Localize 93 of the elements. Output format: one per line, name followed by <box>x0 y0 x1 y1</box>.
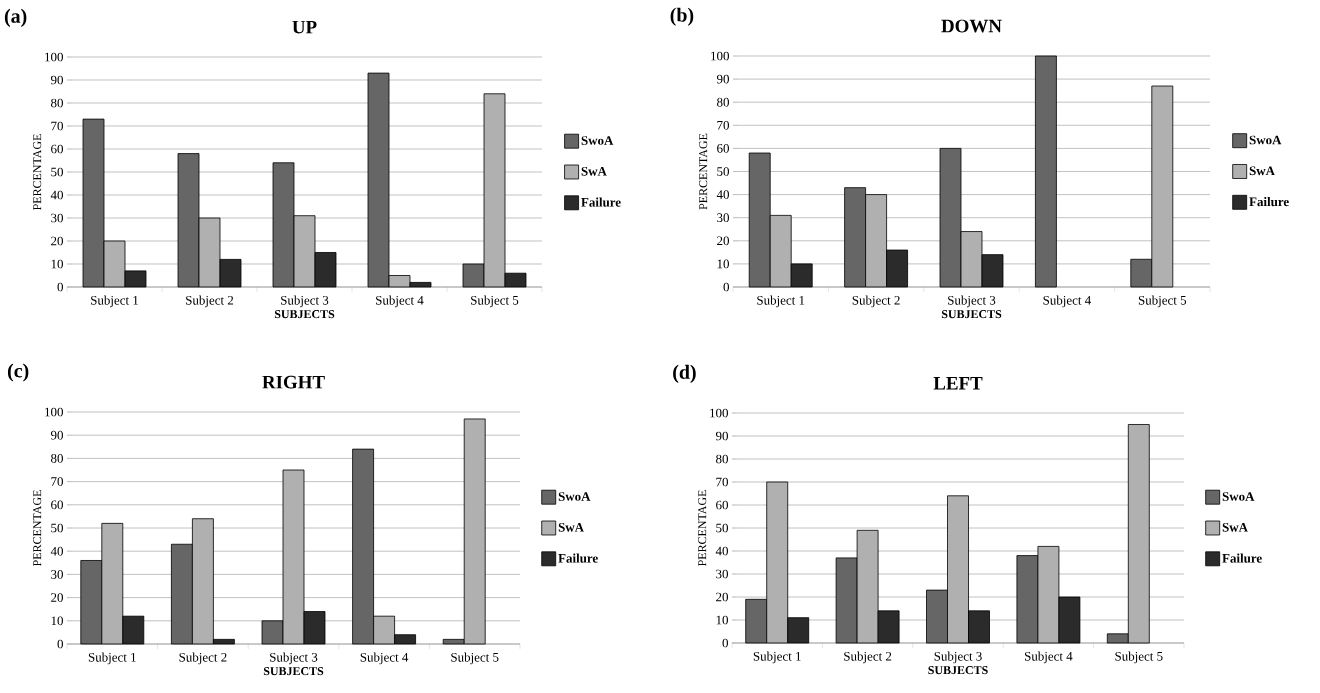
legend-label: Failure <box>581 197 621 207</box>
bar <box>1035 55 1057 288</box>
y-tick-label: 60 <box>51 144 63 154</box>
x-axis-title: SUBJECTS <box>928 666 988 675</box>
y-tick-label: 20 <box>51 236 63 246</box>
x-tick-label: Subject 3 <box>270 652 318 665</box>
y-tick-label: 0 <box>57 639 63 649</box>
legend-label: SwA <box>1249 166 1275 176</box>
text: (c) <box>7 363 29 382</box>
y-tick-label: 100 <box>711 51 729 61</box>
y-tick-label: 40 <box>50 190 63 200</box>
y-tick-label: 100 <box>45 407 63 417</box>
x-axis-title: SUBJECTS <box>941 310 1002 319</box>
legend-label: SwA <box>1222 522 1248 532</box>
x-tick-label: Subject 4 <box>1043 295 1091 308</box>
x-tick-label: Subject 1 <box>91 295 138 308</box>
y-tick-label: 0 <box>57 282 63 292</box>
legend-label: Failure <box>558 553 598 563</box>
text: (a) <box>4 8 27 27</box>
y-tick-label: 100 <box>710 408 728 418</box>
legend-label: SwoA <box>558 492 591 501</box>
y-tick-label: 50 <box>51 523 63 533</box>
y-tick-label: 90 <box>50 75 63 85</box>
text: (d) <box>673 364 696 383</box>
x-tick-label: Subject 3 <box>934 651 982 664</box>
chart-title: DOWN <box>941 19 1002 33</box>
y-tick-label: 10 <box>51 616 63 626</box>
x-tick-label: Subject 5 <box>471 295 519 308</box>
x-tick-label: Subject 5 <box>451 652 499 665</box>
y-tick-label: 40 <box>716 190 729 199</box>
y-tick-label: 30 <box>51 213 63 223</box>
y-tick-label: 80 <box>717 97 729 107</box>
legend-label: Failure <box>1249 197 1289 207</box>
x-tick-label: Subject 2 <box>179 652 227 665</box>
y-tick-label: 90 <box>716 74 729 84</box>
y-tick-label: 50 <box>717 167 729 176</box>
y-tick-label: 50 <box>716 523 728 533</box>
x-tick-label: Subject 4 <box>360 652 409 665</box>
chart-title: LEFT <box>933 377 983 390</box>
x-tick-label: Subject 2 <box>186 295 234 308</box>
y-tick-label: 80 <box>51 98 63 108</box>
x-tick-label: Subject 1 <box>88 652 136 665</box>
y-tick-label: 60 <box>51 500 63 510</box>
x-tick-label: Subject 1 <box>757 295 805 308</box>
legend-label: SwoA <box>1249 135 1282 145</box>
y-tick-label: 60 <box>716 500 728 510</box>
x-tick-label: Subject 5 <box>1115 651 1163 664</box>
y-tick-label: 60 <box>717 144 729 153</box>
legend-label: SwoA <box>581 136 614 145</box>
chart-title: UP <box>292 20 317 34</box>
legend-label: SwA <box>581 166 607 176</box>
y-tick-label: 30 <box>51 570 63 579</box>
y-tick-label: 80 <box>51 454 63 463</box>
y-axis-title: PERCENTAGE <box>33 134 42 211</box>
x-tick-label: Subject 3 <box>281 295 329 308</box>
x-tick-label: Subject 5 <box>1138 295 1187 308</box>
y-tick-label: 20 <box>716 592 728 602</box>
y-tick-label: 30 <box>717 213 729 223</box>
y-tick-label: 10 <box>717 259 729 269</box>
y-tick-label: 20 <box>717 236 729 246</box>
y-tick-label: 70 <box>717 120 729 130</box>
legend-label: SwoA <box>1222 492 1255 501</box>
y-axis-title: PERCENTAGE <box>699 133 708 210</box>
y-tick-label: 20 <box>51 593 63 602</box>
y-tick-label: 10 <box>51 259 63 269</box>
y-tick-label: 10 <box>716 615 728 625</box>
y-tick-label: 50 <box>51 167 63 177</box>
x-tick-label: Subject 2 <box>852 295 900 308</box>
y-tick-label: 100 <box>45 52 63 62</box>
x-tick-label: Subject 3 <box>948 295 996 308</box>
y-tick-label: 90 <box>715 431 728 441</box>
y-tick-label: 0 <box>722 638 728 648</box>
x-tick-label: Subject 2 <box>844 651 892 664</box>
x-tick-label: Subject 1 <box>753 651 801 664</box>
legend-label: Failure <box>1222 553 1262 563</box>
y-tick-label: 80 <box>716 454 728 464</box>
y-tick-label: 30 <box>716 569 728 579</box>
y-axis-title: PERCENTAGE <box>33 490 42 567</box>
y-tick-label: 90 <box>50 430 63 440</box>
y-axis-title: PERCENTAGE <box>698 490 707 567</box>
y-tick-label: 70 <box>51 121 63 131</box>
chart-title: RIGHT <box>262 375 325 389</box>
y-tick-label: 40 <box>715 546 728 556</box>
y-tick-label: 40 <box>50 546 63 556</box>
y-tick-label: 70 <box>716 477 728 487</box>
x-tick-label: Subject 4 <box>1024 651 1073 664</box>
legend-label: SwA <box>558 522 584 532</box>
x-axis-title: SUBJECTS <box>263 667 324 676</box>
y-tick-label: 70 <box>51 477 63 486</box>
x-tick-label: Subject 4 <box>376 295 424 308</box>
text: (b) <box>670 7 694 26</box>
x-axis-title: SUBJECTS <box>274 310 335 319</box>
y-tick-label: 0 <box>723 282 729 292</box>
